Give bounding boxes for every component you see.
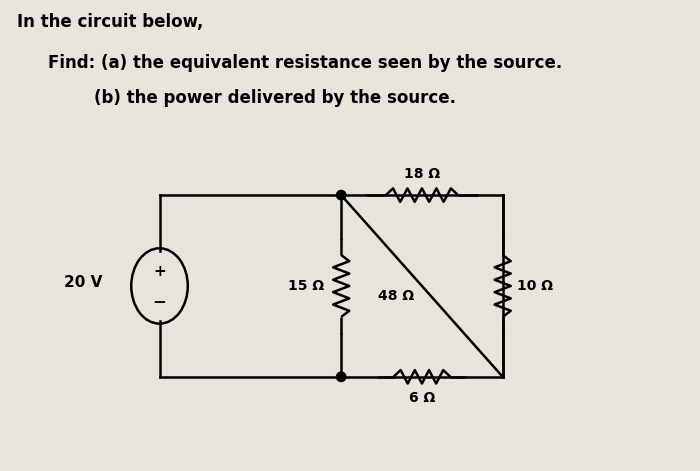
Text: 10 Ω: 10 Ω [517, 279, 553, 293]
Text: (b) the power delivered by the source.: (b) the power delivered by the source. [48, 89, 456, 107]
Text: Find: (a) the equivalent resistance seen by the source.: Find: (a) the equivalent resistance seen… [48, 54, 563, 72]
Text: In the circuit below,: In the circuit below, [17, 14, 203, 32]
Text: 20 V: 20 V [64, 275, 102, 290]
Text: 48 Ω: 48 Ω [378, 289, 414, 303]
Text: −: − [153, 292, 167, 310]
Circle shape [337, 372, 346, 382]
Text: 18 Ω: 18 Ω [404, 167, 440, 180]
Circle shape [337, 190, 346, 200]
Text: +: + [153, 264, 166, 279]
Text: 6 Ω: 6 Ω [409, 391, 435, 406]
Text: 15 Ω: 15 Ω [288, 279, 324, 293]
